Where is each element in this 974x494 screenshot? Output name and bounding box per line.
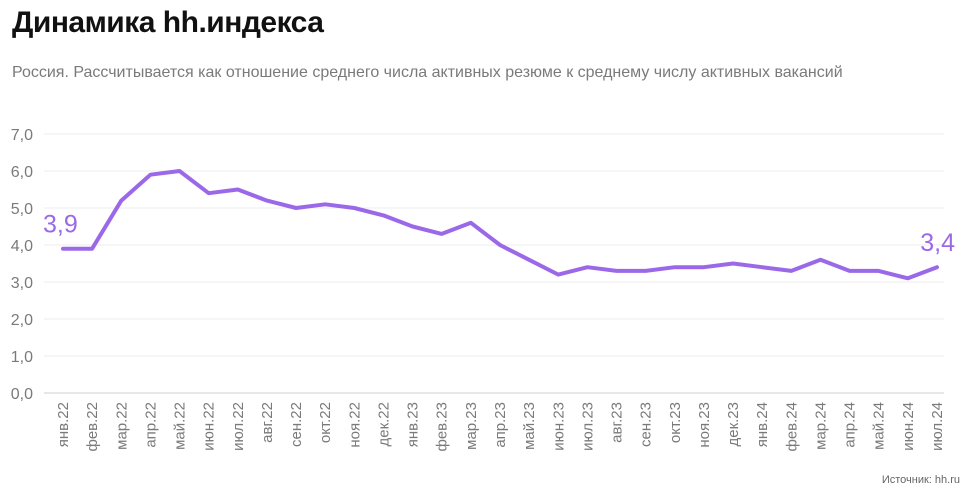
- x-tick-label: апр.22: [142, 402, 159, 448]
- x-tick-label: мар.22: [113, 402, 130, 450]
- chart-title: Динамика hh.индекса: [12, 6, 324, 39]
- x-tick-label: янв.24: [754, 402, 771, 447]
- x-tick-label: дек.22: [375, 402, 392, 447]
- x-tick-label: июл.22: [230, 402, 247, 451]
- y-tick-label: 3,0: [11, 275, 33, 292]
- data-label: 3,4: [920, 229, 955, 257]
- x-tick-label: сен.22: [288, 402, 305, 447]
- x-tick-label: окт.23: [667, 402, 684, 443]
- y-tick-label: 1,0: [11, 349, 33, 366]
- y-tick-label: 0,0: [11, 386, 33, 403]
- x-tick-label: июн.23: [550, 402, 567, 451]
- x-tick-label: фев.24: [783, 402, 800, 452]
- x-tick-label: июн.24: [900, 402, 917, 451]
- x-tick-label: мар.24: [812, 402, 829, 450]
- grid-lines: [44, 133, 944, 394]
- x-tick-label: апр.23: [492, 402, 509, 448]
- x-tick-label: дек.23: [725, 402, 742, 447]
- y-tick-label: 7,0: [11, 127, 33, 144]
- x-tick-label: мар.23: [463, 402, 480, 450]
- x-tick-label: янв.23: [405, 402, 422, 447]
- annotations: 3,9 3,4: [43, 211, 955, 258]
- x-tick-label: фев.23: [434, 402, 451, 452]
- y-tick-label: 2,0: [11, 312, 33, 329]
- x-tick-label: июл.23: [579, 402, 596, 451]
- y-tick-label: 4,0: [11, 238, 33, 255]
- y-tick-label: 6,0: [11, 164, 33, 181]
- x-tick-label: сен.23: [638, 402, 655, 447]
- x-tick-label: май.24: [871, 402, 888, 450]
- chart-subtitle: Россия. Рассчитывается как отношение сре…: [12, 64, 843, 81]
- x-axis-ticks: янв.22 фев.22 мар.22 апр.22 май.22 июн.22 июл.…: [55, 402, 946, 452]
- x-tick-label: окт.22: [317, 402, 334, 443]
- x-tick-label: ноя.22: [346, 402, 363, 448]
- x-tick-label: июн.22: [201, 402, 218, 451]
- x-tick-label: июл.24: [929, 402, 946, 451]
- x-tick-label: май.22: [172, 402, 189, 450]
- y-tick-label: 5,0: [11, 201, 33, 218]
- series-line-path: [61, 169, 939, 281]
- series-line: [61, 169, 939, 281]
- x-tick-label: авг.22: [259, 402, 276, 443]
- x-tick-label: авг.23: [609, 402, 626, 443]
- data-label: 3,9: [43, 211, 78, 239]
- x-tick-label: май.23: [521, 402, 538, 450]
- x-tick-label: янв.22: [55, 402, 72, 447]
- x-tick-label: ноя.23: [696, 402, 713, 448]
- x-tick-label: апр.24: [842, 402, 859, 448]
- x-tick-label: фев.22: [84, 402, 101, 452]
- source-note: Источник: hh.ru: [881, 474, 960, 486]
- y-axis-ticks: 0,0 1,0 2,0 3,0 4,0 5,0 6,0 7,0: [11, 127, 33, 403]
